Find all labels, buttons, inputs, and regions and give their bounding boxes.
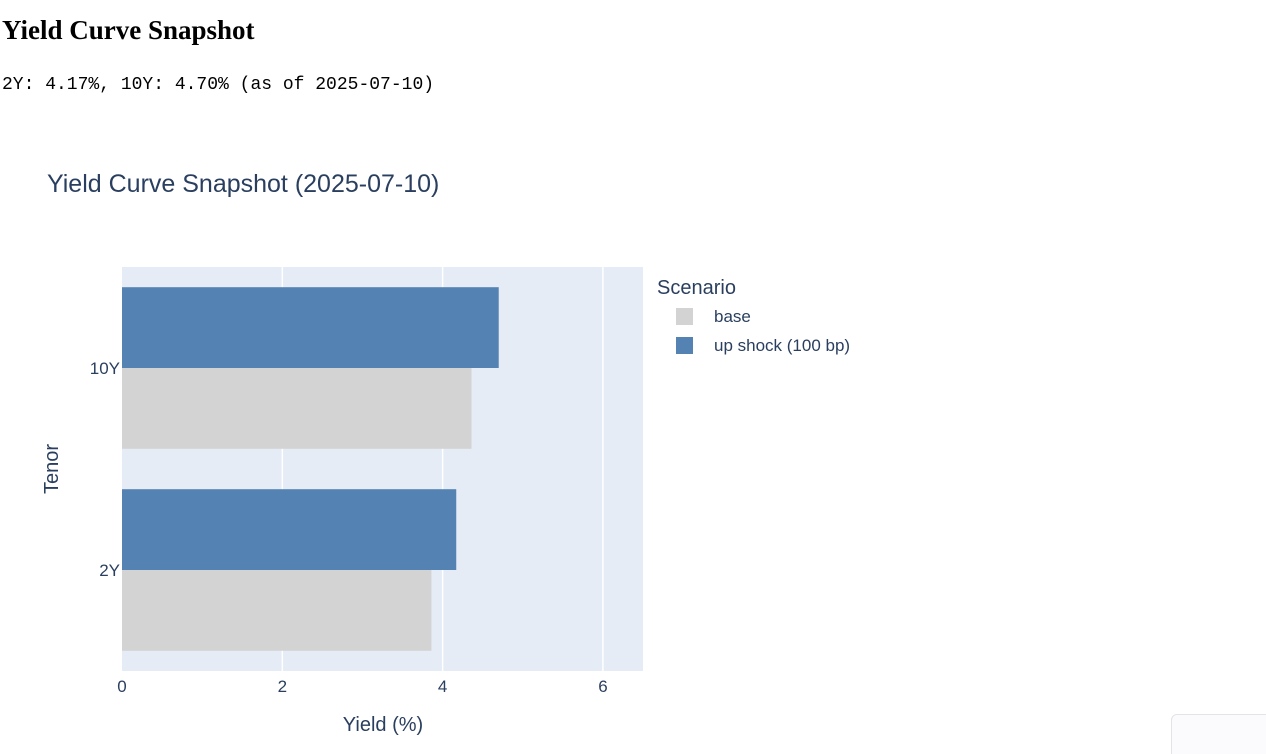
legend-label: base [714,307,751,326]
corner-panel[interactable] [1171,714,1266,754]
yield-summary: 2Y: 4.17%, 10Y: 4.70% (as of 2025-07-10) [2,75,435,95]
legend-label: up shock (100 bp) [714,336,850,355]
legend-swatch [676,337,693,354]
bar-10y-base [122,368,472,449]
x-tick-label: 2 [278,677,287,696]
x-tick-label: 0 [117,677,126,696]
y-axis-ticks: 2Y 10Y [90,359,120,580]
x-tick-label: 6 [598,677,607,696]
chart-container: Yield Curve Snapshot (2025-07-10) 0 2 4 6 2… [0,130,1266,754]
bar-10y-shock [122,287,499,368]
legend-swatch [676,308,693,325]
x-tick-label: 4 [438,677,447,696]
legend: Scenario base up shock (100 bp) [657,277,850,355]
y-tick-label: 2Y [99,561,120,580]
bar-2y-base [122,570,432,651]
yield-bar-chart: Yield Curve Snapshot (2025-07-10) 0 2 4 6 2… [41,170,850,736]
bar-2y-shock [122,489,457,570]
x-axis-ticks: 0 2 4 6 [117,677,607,696]
bars [122,287,499,651]
legend-title: Scenario [657,277,736,299]
chart-title: Yield Curve Snapshot (2025-07-10) [47,170,439,198]
page-heading: Yield Curve Snapshot [2,15,255,45]
x-axis-title: Yield (%) [343,714,423,736]
y-axis-title: Tenor [41,444,63,494]
y-tick-label: 10Y [90,359,120,378]
